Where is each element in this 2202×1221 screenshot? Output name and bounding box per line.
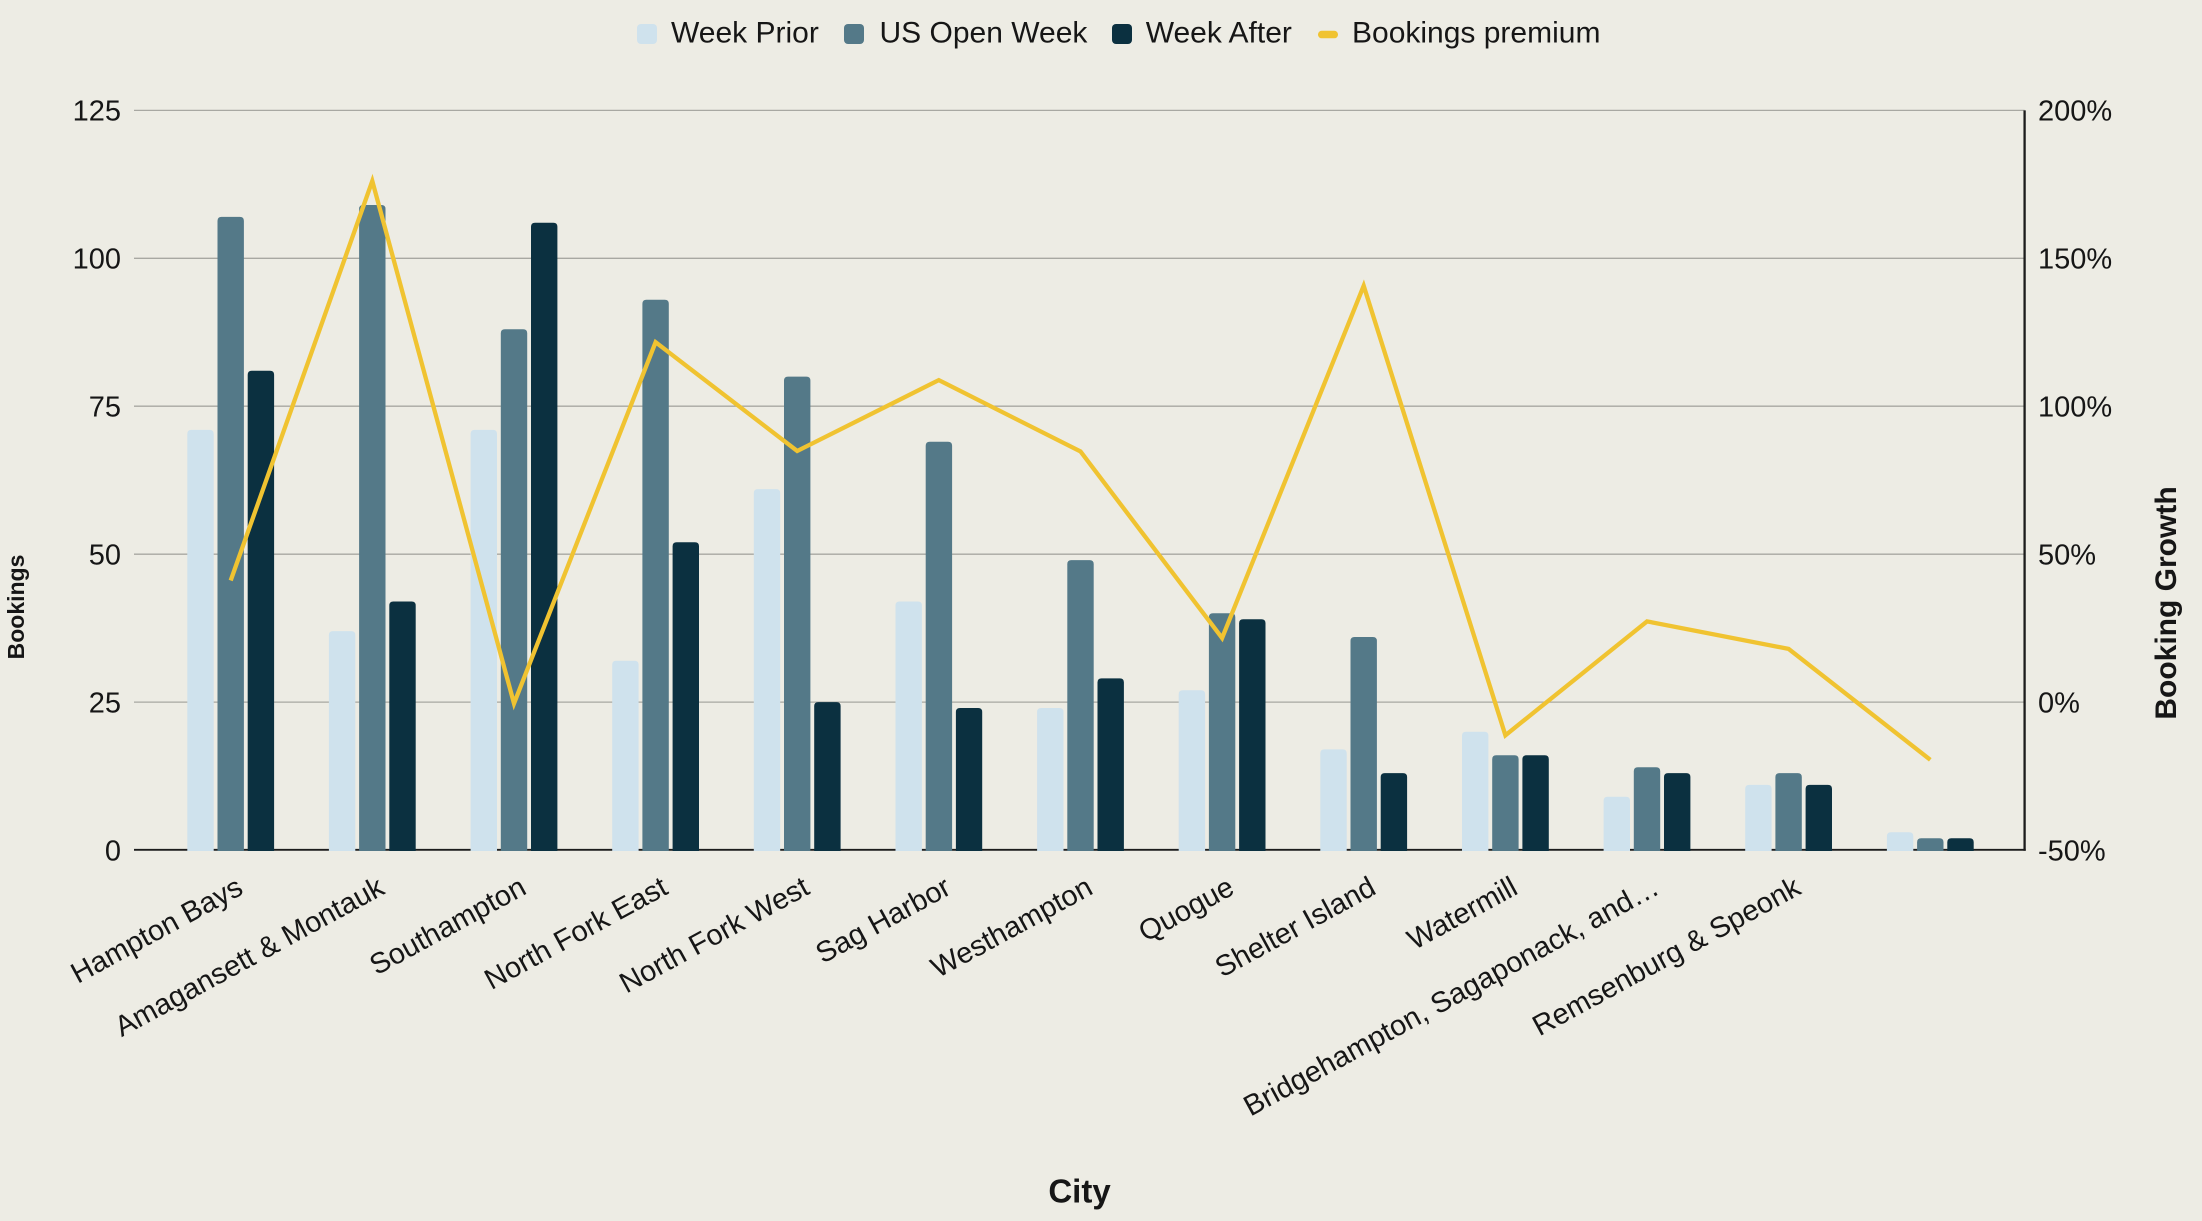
svg-text:50%: 50% bbox=[2038, 540, 2096, 572]
svg-text:City: City bbox=[1048, 1173, 1111, 1210]
svg-text:100: 100 bbox=[73, 244, 121, 276]
svg-text:75: 75 bbox=[89, 392, 121, 424]
svg-text:US Open Week: US Open Week bbox=[880, 17, 1089, 50]
svg-text:50: 50 bbox=[89, 540, 121, 572]
svg-text:Booking Growth: Booking Growth bbox=[2150, 486, 2183, 719]
svg-text:Bookings: Bookings bbox=[3, 555, 29, 660]
svg-text:Bookings premium: Bookings premium bbox=[1352, 17, 1600, 50]
svg-text:-50%: -50% bbox=[2038, 835, 2106, 867]
svg-text:0%: 0% bbox=[2038, 687, 2080, 719]
svg-text:100%: 100% bbox=[2038, 392, 2112, 424]
svg-text:200%: 200% bbox=[2038, 96, 2112, 128]
svg-text:25: 25 bbox=[89, 687, 121, 719]
svg-text:150%: 150% bbox=[2038, 244, 2112, 276]
svg-text:0: 0 bbox=[105, 835, 121, 867]
svg-text:125: 125 bbox=[73, 96, 121, 128]
svg-text:Week After: Week After bbox=[1146, 17, 1292, 50]
svg-text:Week Prior: Week Prior bbox=[671, 17, 819, 50]
